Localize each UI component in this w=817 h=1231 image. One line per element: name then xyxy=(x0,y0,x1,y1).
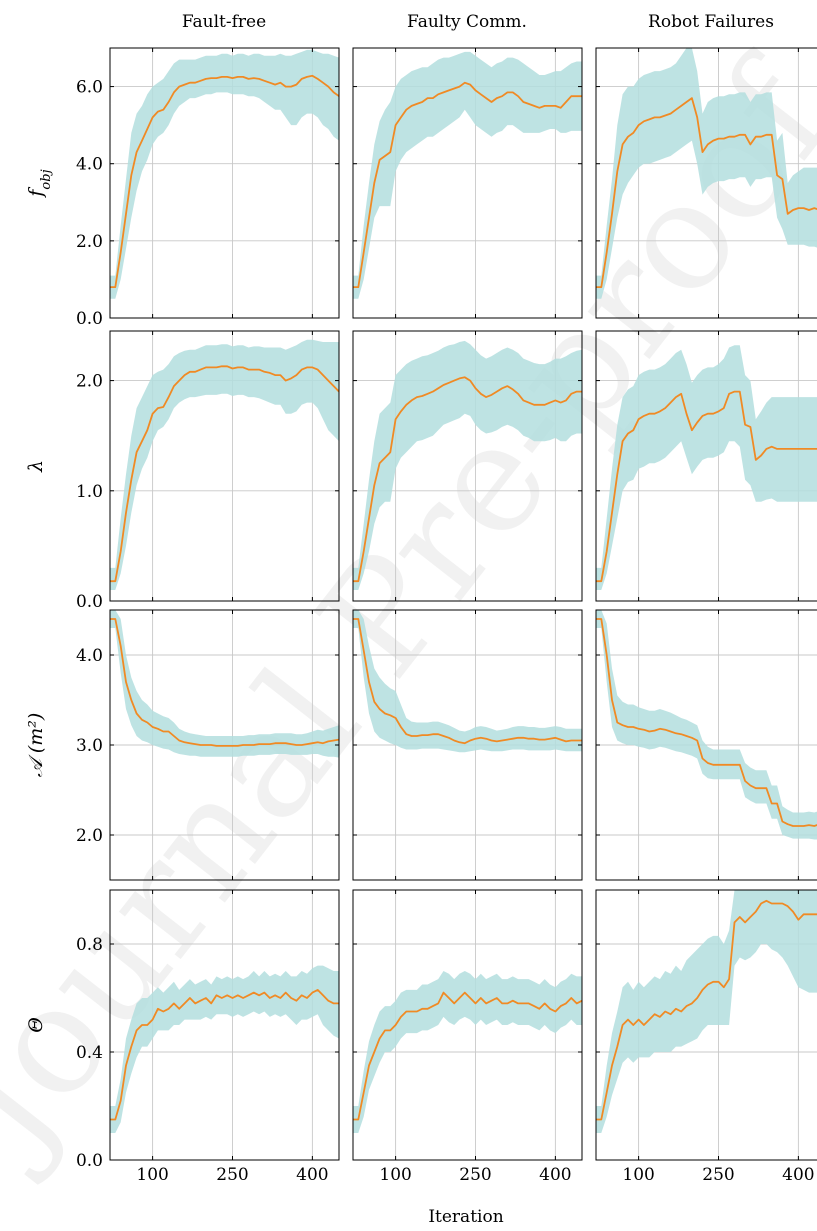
panel xyxy=(352,47,583,319)
confidence-band xyxy=(596,890,817,1133)
panel: 0.0 1.0 2.0 xyxy=(76,330,340,612)
y-tick-label: 0.0 xyxy=(76,1151,103,1171)
row-label: fobj xyxy=(25,169,54,198)
panel-frame xyxy=(595,330,817,602)
confidence-band xyxy=(110,610,339,758)
y-tick-label: 2.0 xyxy=(76,372,103,392)
panel xyxy=(595,609,817,881)
confidence-band xyxy=(353,51,582,299)
x-tick-label: 100 xyxy=(622,1165,654,1185)
x-tick-label: 100 xyxy=(136,1165,168,1185)
mean-line xyxy=(110,989,339,1121)
confidence-band xyxy=(110,339,339,590)
mean-line xyxy=(596,618,817,827)
panel-frame xyxy=(352,47,583,319)
y-tick-label: 1.0 xyxy=(76,482,103,502)
confidence-band xyxy=(110,49,339,299)
panel-frame xyxy=(109,330,340,602)
panels: 0.0 2.0 4.0 6.0 0.0 1.0 2.0 2.0 3.0 4.0 0.0 0.4 0.8 1… xyxy=(76,47,817,1185)
panel xyxy=(595,330,817,602)
x-tick-label: 400 xyxy=(296,1165,328,1185)
mean-line xyxy=(110,365,339,583)
y-tick-label: 2.0 xyxy=(76,232,103,252)
y-tick-label: 4.0 xyxy=(76,646,103,666)
x-tick-label: 250 xyxy=(216,1165,248,1185)
panel-frame xyxy=(595,47,817,319)
x-tick-label: 400 xyxy=(539,1165,571,1185)
mean-line xyxy=(596,390,817,583)
panel-frame xyxy=(352,889,583,1161)
column-titles: Fault-free Faulty Comm. Robot Failures xyxy=(182,12,774,32)
panel: 100 250 400 xyxy=(595,889,817,1185)
x-tick-label: 100 xyxy=(379,1165,411,1185)
mean-line xyxy=(353,376,582,583)
panel-frame xyxy=(352,330,583,602)
row-label: λ xyxy=(25,460,47,473)
row-labels: fobj λ 𝒜 (m²) Θ xyxy=(25,169,54,1032)
panel: 2.0 3.0 4.0 xyxy=(76,609,340,881)
confidence-band xyxy=(596,610,817,840)
y-tick-label: 0.0 xyxy=(76,309,103,329)
confidence-band xyxy=(110,965,339,1133)
panel: 0.0 0.4 0.8 100 250 400 xyxy=(76,889,340,1185)
x-tick-label: 250 xyxy=(459,1165,491,1185)
mean-line xyxy=(110,74,339,289)
row-label: Θ xyxy=(25,1017,47,1033)
panel xyxy=(595,47,817,319)
mean-line xyxy=(110,618,339,747)
column-title: Robot Failures xyxy=(648,12,774,32)
confidence-band xyxy=(353,610,582,753)
y-tick-label: 3.0 xyxy=(76,736,103,756)
mean-line xyxy=(353,618,582,745)
column-title: Faulty Comm. xyxy=(407,12,527,32)
x-axis-label: Iteration xyxy=(428,1207,503,1227)
y-tick-label: 0.0 xyxy=(76,592,103,612)
x-tick-label: 250 xyxy=(702,1165,734,1185)
mean-line xyxy=(596,899,817,1121)
confidence-band xyxy=(596,48,817,299)
mean-line xyxy=(596,97,817,289)
row-label: 𝒜 (m²) xyxy=(25,713,47,777)
confidence-band xyxy=(596,345,817,590)
panel: 0.0 2.0 4.0 6.0 xyxy=(76,47,340,329)
mean-line xyxy=(353,81,582,289)
panel xyxy=(352,330,583,602)
column-title: Fault-free xyxy=(182,12,266,32)
panel-frame xyxy=(109,889,340,1161)
panel xyxy=(352,609,583,881)
y-tick-label: 0.8 xyxy=(76,935,103,955)
x-tick-label: 400 xyxy=(782,1165,814,1185)
y-tick-label: 4.0 xyxy=(76,155,103,175)
confidence-band xyxy=(353,340,582,590)
y-tick-label: 0.4 xyxy=(76,1043,103,1063)
panel: 100 250 400 xyxy=(352,889,583,1185)
panel-frame xyxy=(109,47,340,319)
panel-frame xyxy=(595,889,817,1161)
y-tick-label: 6.0 xyxy=(76,78,103,98)
y-tick-label: 2.0 xyxy=(76,826,103,846)
mean-line xyxy=(353,991,582,1121)
